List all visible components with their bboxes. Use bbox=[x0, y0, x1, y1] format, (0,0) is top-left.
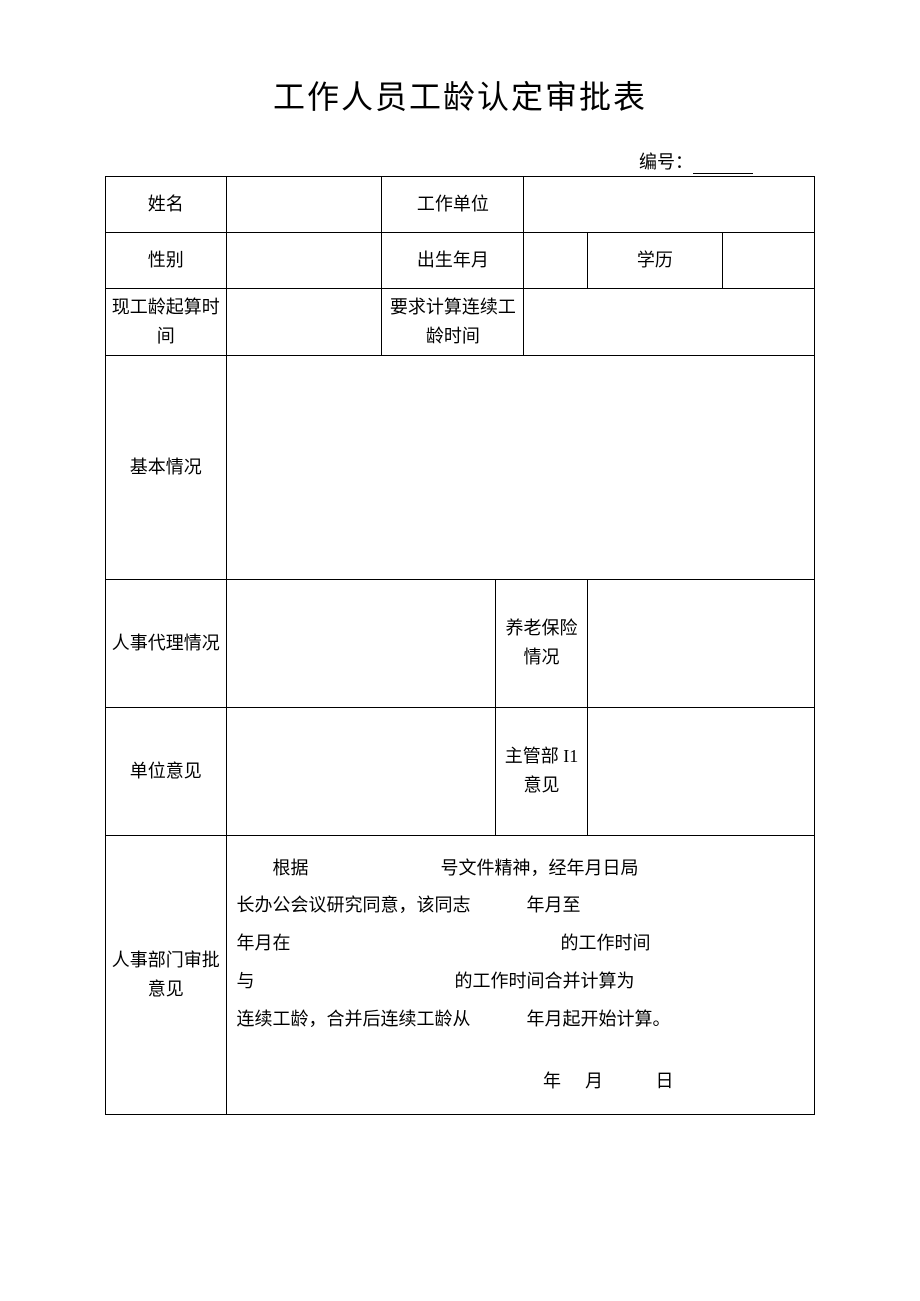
label-work-unit: 工作单位 bbox=[382, 177, 524, 233]
value-pension bbox=[588, 579, 815, 707]
value-work-unit bbox=[524, 177, 815, 233]
label-education: 学历 bbox=[588, 233, 723, 289]
approval-form-table: 姓名 工作单位 性别 出生年月 学历 现工龄起算时间 要求计算连续工龄时间 基本… bbox=[105, 176, 815, 1115]
value-basic-info bbox=[226, 355, 814, 579]
hr-text: 年月至 bbox=[527, 895, 581, 915]
value-birth bbox=[524, 233, 588, 289]
table-row: 单位意见 主管部 I1 意见 bbox=[106, 707, 815, 835]
label-current-seniority-start: 现工龄起算时间 bbox=[106, 289, 227, 356]
hr-text: 年月在 bbox=[237, 933, 291, 953]
hr-text: 长办公会议研究同意，该同志 bbox=[237, 895, 471, 915]
value-current-seniority-start bbox=[226, 289, 382, 356]
value-education bbox=[722, 233, 814, 289]
hr-text: 连续工龄，合并后连续工龄从 bbox=[237, 1009, 471, 1029]
value-name bbox=[226, 177, 382, 233]
hr-approval-content: 根据号文件精神，经年月日局 长办公会议研究同意，该同志年月至 年月在的工作时间 … bbox=[226, 835, 814, 1115]
label-unit-opinion: 单位意见 bbox=[106, 707, 227, 835]
table-row: 人事部门审批意见 根据号文件精神，经年月日局 长办公会议研究同意，该同志年月至 … bbox=[106, 835, 815, 1115]
value-supervisor-opinion bbox=[588, 707, 815, 835]
serial-number-row: 编号： bbox=[105, 148, 815, 174]
label-pension: 养老保险情况 bbox=[495, 579, 587, 707]
table-row: 性别 出生年月 学历 bbox=[106, 233, 815, 289]
hr-text: 与 bbox=[237, 971, 255, 991]
table-row: 人事代理情况 养老保险情况 bbox=[106, 579, 815, 707]
label-gender: 性别 bbox=[106, 233, 227, 289]
value-unit-opinion bbox=[226, 707, 495, 835]
value-hr-agency bbox=[226, 579, 495, 707]
hr-text: 年月起开始计算。 bbox=[527, 1009, 671, 1029]
hr-text: 根据 bbox=[273, 858, 309, 878]
page-title: 工作人员工龄认定审批表 bbox=[105, 72, 815, 118]
value-request-continuous-time bbox=[524, 289, 815, 356]
table-row: 基本情况 bbox=[106, 355, 815, 579]
value-gender bbox=[226, 233, 382, 289]
hr-date: 年月 日 bbox=[237, 1063, 804, 1101]
label-supervisor-opinion: 主管部 I1 意见 bbox=[495, 707, 587, 835]
table-row: 姓名 工作单位 bbox=[106, 177, 815, 233]
label-hr-approval: 人事部门审批意见 bbox=[106, 835, 227, 1115]
label-name: 姓名 bbox=[106, 177, 227, 233]
label-basic-info: 基本情况 bbox=[106, 355, 227, 579]
serial-underline bbox=[693, 173, 753, 174]
label-birth: 出生年月 bbox=[382, 233, 524, 289]
table-row: 现工龄起算时间 要求计算连续工龄时间 bbox=[106, 289, 815, 356]
label-request-continuous-time: 要求计算连续工龄时间 bbox=[382, 289, 524, 356]
hr-text: 的工作时间 bbox=[561, 933, 651, 953]
label-hr-agency: 人事代理情况 bbox=[106, 579, 227, 707]
hr-text: 号文件精神，经年月日局 bbox=[441, 858, 639, 878]
serial-label: 编号： bbox=[639, 152, 693, 172]
hr-text: 的工作时间合并计算为 bbox=[455, 971, 635, 991]
